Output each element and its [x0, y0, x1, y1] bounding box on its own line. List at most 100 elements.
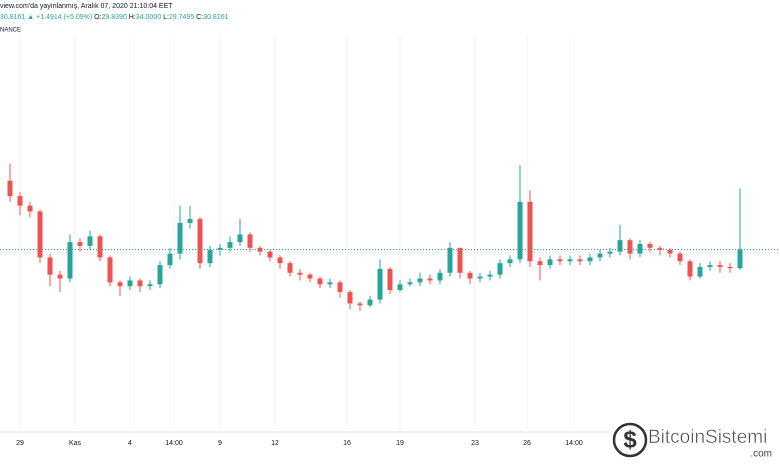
candle-body — [697, 267, 703, 277]
candle-body — [277, 257, 283, 264]
header-values: 30.8161 ▲ +1.4914 (+5.09%) O:29.8390 H:3… — [0, 14, 229, 21]
candle-body — [677, 253, 683, 262]
candle-body — [427, 278, 433, 281]
candle-body — [17, 196, 23, 206]
candle-body — [237, 234, 243, 243]
candle-body — [87, 236, 93, 246]
candle-body — [197, 219, 203, 264]
candle-body — [657, 247, 663, 250]
candle-body — [417, 278, 423, 283]
candle-body — [517, 201, 523, 260]
candle-body — [307, 274, 313, 279]
candle-body — [207, 249, 213, 264]
candle-body — [107, 257, 113, 283]
candle-body — [297, 272, 303, 275]
candle-body — [317, 278, 323, 285]
x-tick-label: 23 — [471, 440, 479, 447]
o-label: O: — [94, 14, 101, 21]
candle-body — [627, 240, 633, 254]
grid-layer — [19, 35, 575, 430]
x-tick-label: 16 — [343, 440, 351, 447]
candle-body — [267, 251, 273, 258]
candle-body — [47, 257, 53, 275]
candle-body — [217, 247, 223, 250]
candle-body — [167, 253, 173, 266]
c-value: 30.8161 — [203, 14, 228, 21]
candle-body — [567, 259, 573, 262]
candle-body — [367, 299, 373, 306]
candle-body — [587, 257, 593, 262]
exchange: NANCE — [0, 28, 21, 34]
candle-body — [227, 242, 233, 248]
candle-body — [537, 261, 543, 266]
candle-body — [607, 251, 613, 254]
candle-body — [727, 267, 733, 269]
candle-body — [717, 265, 723, 268]
candle-body — [667, 249, 673, 254]
candle-body — [287, 263, 293, 273]
x-tick-label: 29 — [16, 440, 24, 447]
candle-body — [557, 259, 563, 262]
candle-body — [7, 180, 13, 197]
published-note: view.com'da yayınlanmış, Aralık 07, 2020… — [0, 3, 173, 10]
candle-body — [397, 284, 403, 291]
c-label: C: — [196, 14, 203, 21]
candle-body — [67, 242, 73, 279]
l-value: 29.7495 — [169, 14, 194, 21]
x-tick-label: 14:00 — [565, 440, 583, 447]
x-tick-label: Kas — [69, 440, 82, 447]
change: ▲ +1.4914 (+5.09%) — [27, 14, 92, 21]
x-tick-label: 19 — [396, 440, 404, 447]
h-value: 34.0000 — [136, 14, 161, 21]
last-price: 30.8161 — [0, 14, 25, 21]
candle-body — [77, 242, 83, 246]
candle-body — [737, 249, 743, 269]
candle-body — [27, 205, 33, 212]
candle-body — [117, 282, 123, 287]
candle-body — [647, 244, 653, 248]
x-tick-label: 4 — [128, 440, 132, 447]
x-tick-label: 12 — [271, 440, 279, 447]
x-tick-label: 14:00 — [165, 440, 183, 447]
candle-body — [497, 263, 503, 275]
candle-body — [387, 268, 393, 291]
candle-body — [247, 234, 253, 248]
candle-body — [707, 265, 713, 268]
candles — [0, 163, 780, 312]
brand: BitcoinSistemi — [648, 427, 767, 448]
candle-body — [37, 211, 43, 258]
x-tick-label: 26 — [523, 440, 531, 447]
x-tick-label: 9 — [218, 440, 222, 447]
candle-body — [257, 247, 263, 252]
h-label: H: — [129, 14, 136, 21]
candle-body — [157, 265, 163, 285]
candle-body — [457, 247, 463, 273]
coin-icon — [612, 422, 648, 458]
candle-body — [57, 274, 63, 279]
candle-body — [437, 272, 443, 281]
candle-body — [467, 272, 473, 279]
candle-body — [137, 280, 143, 287]
candle-body — [507, 259, 513, 264]
candle-body — [347, 291, 353, 304]
candle-body — [487, 274, 493, 277]
candle-body — [377, 268, 383, 300]
coin-letter: $ — [623, 426, 637, 453]
candle-body — [407, 282, 413, 285]
candle-body — [187, 219, 193, 223]
candle-body — [357, 303, 363, 306]
candle-body — [617, 240, 623, 252]
brand-domain: .com — [750, 449, 772, 460]
candle-body — [547, 259, 553, 266]
candle-body — [327, 282, 333, 285]
candle-body — [577, 259, 583, 262]
candle-body — [597, 253, 603, 258]
candle-body — [637, 244, 643, 254]
candle-body — [527, 201, 533, 262]
candle-body — [147, 284, 153, 287]
watermark: $ BitcoinSistemi .com — [612, 418, 780, 462]
o-value: 29.8390 — [102, 14, 127, 21]
candle-body — [97, 236, 103, 258]
